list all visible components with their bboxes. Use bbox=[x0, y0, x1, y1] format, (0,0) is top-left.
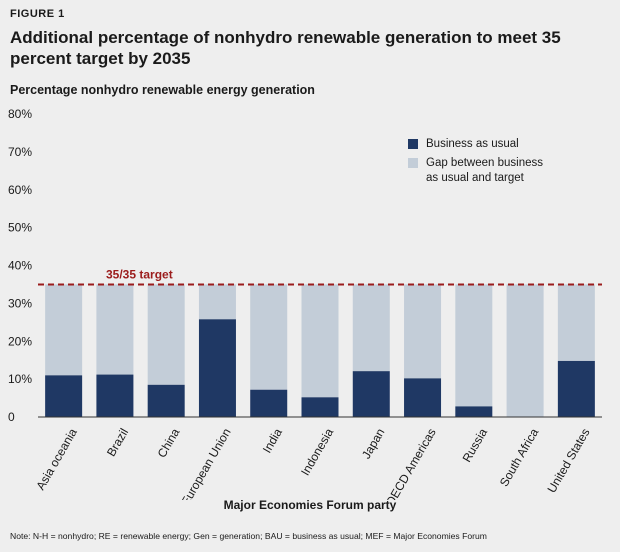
bar-chart: 0 10% 20% 30% 40% 50% 60% 70% 80% Asia oceania Bra… bbox=[8, 107, 602, 500]
x-tick-label: Asia oceania bbox=[33, 426, 80, 493]
x-tick-label: South Africa bbox=[497, 426, 542, 489]
y-tick-label: 50% bbox=[8, 221, 32, 235]
bar-bau bbox=[404, 378, 442, 417]
bar-gap bbox=[250, 284, 288, 390]
bar-gap bbox=[45, 284, 83, 376]
x-tick-label: Brazil bbox=[104, 426, 131, 459]
x-tick-label: India bbox=[260, 426, 285, 456]
bar-bau bbox=[147, 384, 185, 417]
target-label: 35/35 target bbox=[106, 267, 173, 281]
bar-gap bbox=[404, 284, 442, 379]
x-tick-label: Indonesia bbox=[298, 426, 336, 478]
legend-item-bau: Business as usual bbox=[408, 137, 544, 152]
x-tick-label: United States bbox=[544, 426, 592, 495]
footnote: Note: N-H = nonhydro; RE = renewable ene… bbox=[10, 531, 487, 541]
legend-label-gap: Gap between business as usual and target bbox=[426, 157, 543, 184]
x-tick-label: China bbox=[155, 426, 183, 460]
y-tick-label: 0 bbox=[8, 410, 15, 424]
bar-gap bbox=[506, 284, 544, 417]
bar-gap bbox=[198, 284, 236, 320]
legend-item-gap: Gap between business as usual and target bbox=[408, 156, 544, 186]
legend-swatch-bau bbox=[408, 139, 418, 149]
bar-gap bbox=[96, 284, 134, 375]
bar-bau bbox=[352, 371, 390, 417]
y-tick-label: 30% bbox=[8, 296, 32, 310]
y-tick-label: 80% bbox=[8, 107, 32, 121]
bar-bau bbox=[96, 374, 134, 417]
y-tick-label: 10% bbox=[8, 372, 32, 386]
bar-bau bbox=[45, 375, 83, 417]
x-tick-label: Japan bbox=[359, 426, 387, 461]
y-tick-label: 20% bbox=[8, 334, 32, 348]
bar-gap bbox=[352, 284, 390, 372]
x-axis-label: Major Economies Forum party bbox=[223, 498, 397, 512]
bar-gap bbox=[557, 284, 595, 361]
x-tick-label: European Union bbox=[178, 426, 233, 500]
bar-bau bbox=[250, 389, 288, 417]
y-axis-label: Percentage nonhydro renewable energy gen… bbox=[10, 83, 315, 97]
legend-swatch-gap bbox=[408, 158, 418, 168]
y-tick-label: 60% bbox=[8, 183, 32, 197]
y-tick-label: 40% bbox=[8, 259, 32, 273]
bar-bau bbox=[198, 319, 236, 417]
bar-gap bbox=[147, 284, 185, 385]
bar-gap bbox=[455, 284, 493, 407]
legend: Business as usual Gap between business a… bbox=[408, 137, 544, 190]
bar-bau bbox=[557, 360, 595, 417]
x-tick-label: OECD Americas bbox=[383, 426, 439, 500]
bar-bau bbox=[455, 406, 493, 417]
bar-bau bbox=[301, 397, 339, 417]
chart-title: Additional percentage of nonhydro renewa… bbox=[10, 28, 561, 68]
x-tick-label: Russia bbox=[460, 426, 491, 465]
legend-label-bau: Business as usual bbox=[426, 138, 519, 150]
bar-gap bbox=[301, 284, 339, 398]
figure-label: FIGURE 1 bbox=[10, 8, 65, 20]
y-tick-label: 70% bbox=[8, 145, 32, 159]
